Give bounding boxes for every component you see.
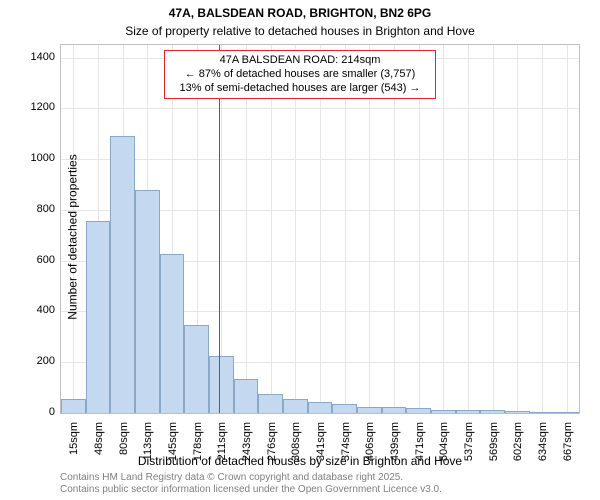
- gridline-v: [567, 45, 568, 413]
- histogram-bar: [258, 394, 283, 413]
- gridline-v: [271, 45, 272, 413]
- chart-title: 47A, BALSDEAN ROAD, BRIGHTON, BN2 6PG: [0, 6, 600, 20]
- gridline-v: [443, 45, 444, 413]
- histogram-bar: [406, 408, 431, 413]
- annotation-box: 47A BALSDEAN ROAD: 214sqm ← 87% of detac…: [164, 50, 436, 99]
- histogram-bar: [110, 136, 135, 413]
- histogram-bar: [135, 190, 160, 413]
- marker-line: [219, 45, 220, 413]
- histogram-bar: [184, 325, 209, 413]
- x-tick-label: 439sqm: [389, 422, 401, 482]
- gridline-v: [419, 45, 420, 413]
- gridline-v: [468, 45, 469, 413]
- x-tick-label: 145sqm: [167, 422, 179, 482]
- footer-line-2: Contains public sector information licen…: [60, 484, 442, 496]
- histogram-bar: [61, 399, 86, 413]
- x-tick-label: 80sqm: [118, 422, 130, 482]
- annotation-line-2: ← 87% of detached houses are smaller (3,…: [171, 68, 429, 82]
- x-tick-label: 504sqm: [438, 422, 450, 482]
- y-tick-label: 800: [15, 203, 55, 215]
- histogram-bar: [308, 402, 333, 413]
- gridline-v: [542, 45, 543, 413]
- histogram-bar: [530, 412, 555, 413]
- histogram-bar: [234, 379, 259, 413]
- histogram-bar: [332, 404, 357, 413]
- histogram-bar: [160, 254, 185, 413]
- x-tick-label: 569sqm: [488, 422, 500, 482]
- histogram-bar: [382, 407, 407, 413]
- gridline-v: [493, 45, 494, 413]
- histogram-bar: [357, 407, 382, 413]
- gridline-v: [369, 45, 370, 413]
- x-tick-label: 634sqm: [537, 422, 549, 482]
- y-tick-label: 400: [15, 304, 55, 316]
- y-tick-label: 1400: [15, 51, 55, 63]
- x-tick-label: 243sqm: [241, 422, 253, 482]
- gridline-v: [295, 45, 296, 413]
- gridline-v: [394, 45, 395, 413]
- histogram-bar: [505, 411, 530, 413]
- chart-subtitle: Size of property relative to detached ho…: [0, 24, 600, 38]
- y-tick-label: 0: [15, 406, 55, 418]
- gridline-v: [517, 45, 518, 413]
- histogram-bar: [480, 410, 505, 413]
- x-tick-label: 48sqm: [93, 422, 105, 482]
- annotation-line-3: 13% of semi-detached houses are larger (…: [171, 82, 429, 96]
- x-tick-label: 341sqm: [315, 422, 327, 482]
- y-tick-label: 1200: [15, 101, 55, 113]
- x-tick-label: 211sqm: [216, 422, 228, 482]
- x-tick-label: 406sqm: [364, 422, 376, 482]
- chart-container: 47A, BALSDEAN ROAD, BRIGHTON, BN2 6PG Si…: [0, 0, 600, 500]
- y-tick-label: 200: [15, 355, 55, 367]
- x-tick-label: 113sqm: [142, 422, 154, 482]
- histogram-bar: [283, 399, 308, 413]
- x-tick-label: 178sqm: [192, 422, 204, 482]
- x-tick-label: 308sqm: [290, 422, 302, 482]
- x-tick-label: 537sqm: [463, 422, 475, 482]
- plot-area: [60, 44, 580, 414]
- histogram-bar: [209, 356, 234, 413]
- histogram-bar: [431, 410, 456, 413]
- y-tick-label: 1000: [15, 152, 55, 164]
- y-axis-title: Number of detached properties: [66, 154, 80, 319]
- annotation-line-1: 47A BALSDEAN ROAD: 214sqm: [171, 54, 429, 68]
- x-tick-label: 471sqm: [414, 422, 426, 482]
- x-tick-label: 667sqm: [562, 422, 574, 482]
- y-tick-label: 600: [15, 254, 55, 266]
- histogram-bar: [86, 221, 111, 413]
- x-tick-label: 276sqm: [266, 422, 278, 482]
- gridline-v: [246, 45, 247, 413]
- x-tick-label: 602sqm: [512, 422, 524, 482]
- histogram-bar: [456, 410, 481, 413]
- histogram-bar: [554, 412, 579, 413]
- x-tick-label: 374sqm: [340, 422, 352, 482]
- x-tick-label: 15sqm: [68, 422, 80, 482]
- gridline-v: [345, 45, 346, 413]
- gridline-v: [320, 45, 321, 413]
